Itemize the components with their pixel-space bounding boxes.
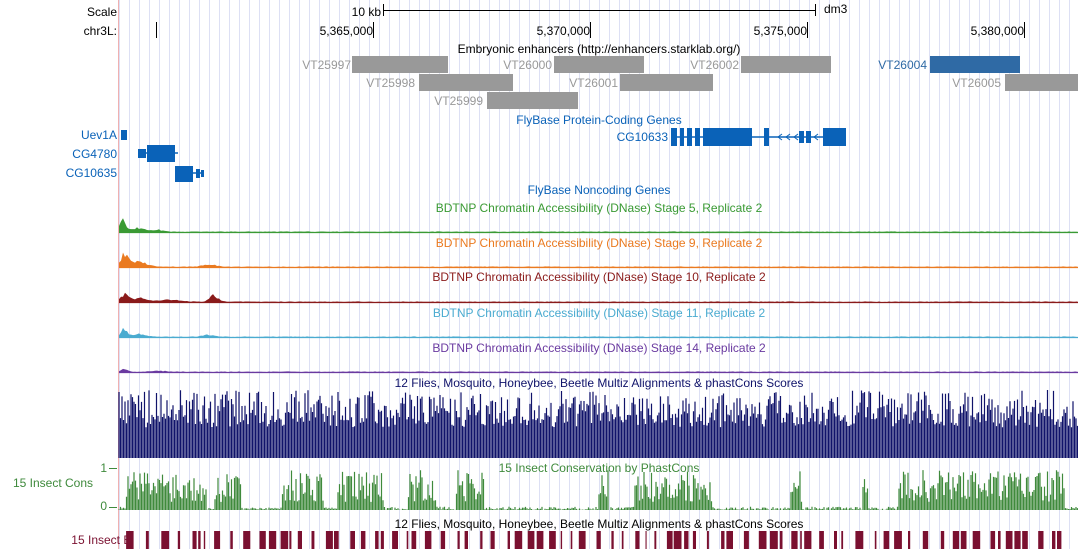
- gene-uev1a-feature[interactable]: [121, 130, 127, 140]
- ruler-tick: [156, 22, 157, 38]
- enhancer-feature[interactable]: [419, 74, 513, 91]
- enhancer-feature[interactable]: [741, 56, 831, 73]
- noncoding-track-title[interactable]: FlyBase Noncoding Genes: [527, 183, 671, 197]
- scale-bar-right-tick: [815, 4, 816, 16]
- gene-label-cg10635[interactable]: CG10635: [65, 166, 117, 180]
- enhancer-label[interactable]: VT26002: [690, 58, 739, 72]
- scale-label: Scale: [86, 5, 117, 19]
- gene-cg4780-feature[interactable]: [138, 145, 178, 162]
- side-label-divider: [118, 0, 119, 549]
- gene-cg10633-feature[interactable]: [671, 128, 846, 146]
- enhancer-feature[interactable]: [1005, 74, 1078, 91]
- elements-side-label[interactable]: 15 Insect El: [71, 533, 134, 547]
- enhancer-label[interactable]: VT26000: [503, 58, 552, 72]
- gene-label-cg4780[interactable]: CG4780: [72, 147, 117, 161]
- chrom-label: chr3L:: [83, 24, 117, 38]
- dnase-stage5-title[interactable]: BDTNP Chromatin Accessibility (DNase) St…: [435, 201, 763, 215]
- gene-label-cg10633[interactable]: CG10633: [616, 130, 668, 144]
- dnase-stage9-title[interactable]: BDTNP Chromatin Accessibility (DNase) St…: [435, 236, 763, 250]
- dnase-stage5-signal[interactable]: [119, 210, 1078, 234]
- enhancer-feature[interactable]: [352, 56, 448, 73]
- enhancers-track-title[interactable]: Embryonic enhancers (http://enhancers.st…: [457, 42, 741, 56]
- dnase-stage11-title[interactable]: BDTNP Chromatin Accessibility (DNase) St…: [432, 306, 766, 320]
- dnase-stage10-title[interactable]: BDTNP Chromatin Accessibility (DNase) St…: [432, 270, 766, 284]
- position-label: 5,380,000: [970, 24, 1024, 38]
- enhancer-label[interactable]: VT25999: [434, 94, 483, 108]
- enhancer-feature[interactable]: [554, 56, 644, 73]
- enhancer-feature-selected[interactable]: [930, 56, 1020, 73]
- dnase-stage11-signal[interactable]: [119, 315, 1078, 339]
- scale-bar-value: 10 kb: [351, 5, 381, 19]
- enhancer-feature[interactable]: [620, 74, 713, 91]
- dnase-stage14-signal[interactable]: [119, 350, 1078, 374]
- gene-label-uev1a[interactable]: Uev1A: [80, 128, 117, 142]
- phastcons-track-title[interactable]: 15 Insect Conservation by PhastCons: [498, 461, 700, 475]
- ruler-tick: [807, 22, 808, 38]
- genes-track-title[interactable]: FlyBase Protein-Coding Genes: [516, 113, 682, 127]
- ruler-tick: [1024, 22, 1025, 38]
- enhancer-label[interactable]: VT25997: [302, 58, 351, 72]
- phastcons-axis-tick-max: [109, 468, 117, 469]
- ruler-tick: [373, 22, 374, 38]
- enhancer-label[interactable]: VT26001: [569, 76, 618, 90]
- dnase-stage14-title[interactable]: BDTNP Chromatin Accessibility (DNase) St…: [432, 341, 766, 355]
- phastcons-axis-min: 0: [100, 499, 107, 513]
- phastcons-signal[interactable]: [118, 470, 1078, 510]
- gene-models: [121, 128, 846, 182]
- multiz-track-title[interactable]: 12 Flies, Mosquito, Honeybee, Beetle Mul…: [394, 376, 804, 390]
- enhancer-label[interactable]: VT25998: [366, 76, 415, 90]
- position-label: 5,370,000: [536, 24, 590, 38]
- enhancer-feature[interactable]: [487, 92, 578, 109]
- multiz-conservation-signal[interactable]: [118, 390, 1078, 458]
- position-label: 5,365,000: [319, 24, 373, 38]
- ruler-tick: [590, 22, 591, 38]
- phastcons-side-label[interactable]: 15 Insect Cons: [12, 476, 93, 490]
- assembly-label: dm3: [824, 2, 848, 16]
- enhancer-label-selected[interactable]: VT26004: [878, 58, 927, 72]
- conserved-elements[interactable]: [119, 531, 1078, 549]
- dnase-stage9-signal[interactable]: [119, 245, 1078, 269]
- elements-track-title[interactable]: 12 Flies, Mosquito, Honeybee, Beetle Mul…: [394, 517, 804, 531]
- scale-bar: [383, 10, 815, 11]
- position-label: 5,375,000: [753, 24, 807, 38]
- enhancer-label[interactable]: VT26005: [952, 76, 1001, 90]
- dnase-stage10-signal[interactable]: [119, 280, 1078, 304]
- gene-cg10635-feature[interactable]: [175, 166, 204, 182]
- phastcons-axis-tick-min: [109, 507, 117, 508]
- phastcons-axis-max: 1: [100, 461, 107, 475]
